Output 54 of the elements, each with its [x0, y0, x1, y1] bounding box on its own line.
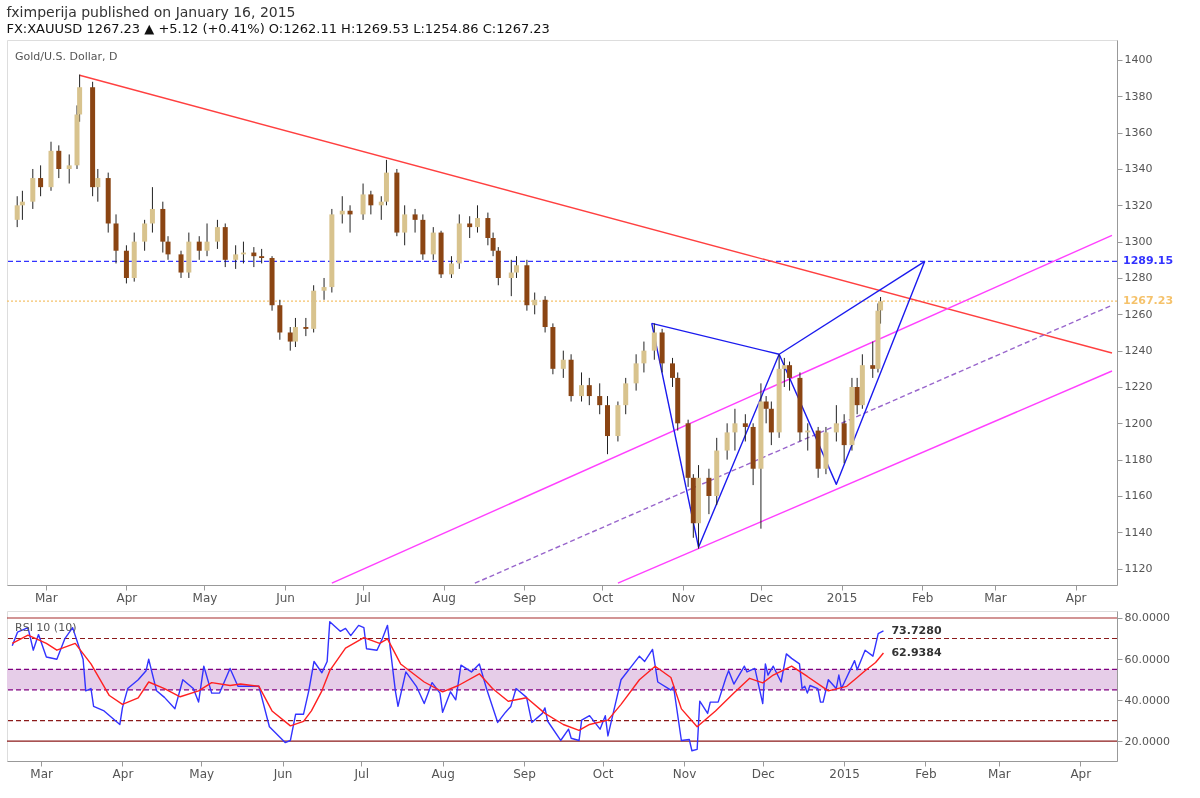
y-tick-label: 1140 — [1124, 525, 1153, 539]
x-tick-label: Feb — [912, 590, 934, 605]
ref-line-label: 1289.15 — [1123, 254, 1174, 268]
y-tick-label: 1340 — [1124, 162, 1153, 176]
x-tick-label: Mar — [988, 766, 1011, 781]
y-tick-label: 1280 — [1124, 271, 1153, 285]
x-tick-label: Nov — [671, 590, 696, 605]
y-tick-label: 40.0000 — [1124, 693, 1170, 707]
y-tick-label: 1380 — [1124, 89, 1153, 103]
x-tick-label: Jul — [355, 590, 371, 605]
x-tick-label: Sep — [513, 766, 536, 781]
y-tick-label: 1220 — [1124, 380, 1153, 394]
x-tick-label: Aug — [431, 766, 455, 781]
annotation: 73.7280 — [891, 623, 942, 637]
y-tick-label: 80.0000 — [1124, 611, 1170, 625]
y-tick-label: 20.0000 — [1124, 734, 1170, 748]
x-tick-label: 2015 — [829, 766, 860, 781]
y-tick-label: 1400 — [1124, 53, 1153, 67]
x-tick-label: Nov — [672, 766, 697, 781]
annotation: 62.9384 — [891, 645, 942, 659]
y-tick-label: 1300 — [1124, 235, 1153, 249]
x-tick-label: May — [189, 766, 215, 781]
x-tick-label: Oct — [592, 590, 614, 605]
x-tick-label: 2015 — [826, 590, 858, 605]
y-tick-label: 1360 — [1124, 126, 1153, 140]
chart-subtitle: fximperija published on January 16, 2015 — [6, 4, 296, 20]
x-tick-label: Sep — [513, 590, 537, 605]
x-tick-label: May — [192, 590, 218, 605]
x-tick-label: Apr — [112, 766, 134, 781]
ref-line-label: 1267.23 — [1123, 294, 1174, 308]
y-tick-label: 1160 — [1124, 489, 1153, 503]
x-tick-label: Mar — [984, 590, 1007, 605]
x-tick-label: Apr — [116, 590, 138, 605]
x-tick-label: Dec — [751, 766, 775, 781]
x-tick-label: Dec — [749, 590, 774, 605]
x-tick-label: Apr — [1070, 766, 1092, 781]
x-tick-label: Aug — [432, 590, 456, 605]
text: FX:XAUUSD 1267.23 ▲ +5.12 (+0.41%) O:1262.11 H:1269.53 L:1254.86 C:1267.23 — [6, 21, 550, 36]
y-tick-label: 1200 — [1124, 416, 1153, 430]
x-tick-label: Jul — [353, 766, 369, 781]
y-tick-label: 60.0000 — [1124, 652, 1170, 666]
text: Gold/U.S. Dollar, D — [15, 50, 118, 63]
x-tick-label: Feb — [915, 766, 937, 781]
x-tick-label: Jun — [272, 766, 293, 781]
x-tick-label: Mar — [34, 590, 58, 605]
y-tick-label: 1240 — [1124, 344, 1153, 358]
x-tick-label: Mar — [30, 766, 53, 781]
y-tick-label: 1120 — [1124, 562, 1153, 576]
x-tick-label: Jun — [275, 590, 295, 605]
x-tick-label: Oct — [592, 766, 614, 781]
y-tick-label: 1320 — [1124, 198, 1153, 212]
y-tick-label: 1260 — [1124, 307, 1153, 321]
y-tick-label: 1180 — [1124, 453, 1153, 467]
x-tick-label: Apr — [1065, 590, 1087, 605]
